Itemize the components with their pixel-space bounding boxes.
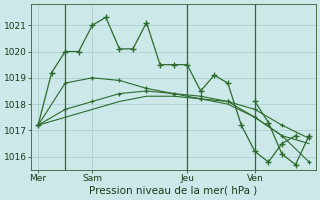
X-axis label: Pression niveau de la mer( hPa ): Pression niveau de la mer( hPa ) <box>90 186 258 196</box>
